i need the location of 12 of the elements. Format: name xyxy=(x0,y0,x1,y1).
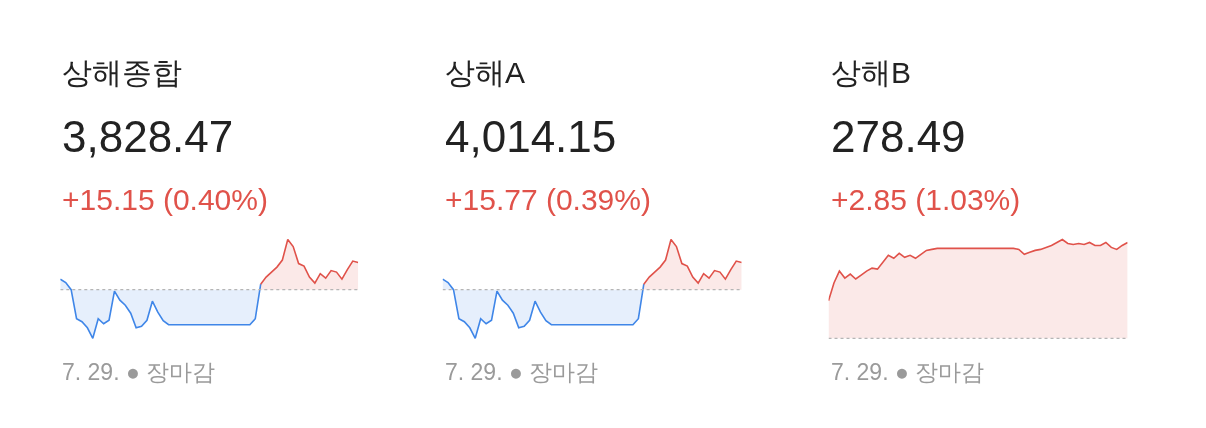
chart-title: 상해종합 xyxy=(62,56,182,89)
text: 7. 29. ● 장마감 xyxy=(445,359,599,385)
text: +15.77 (0.39%) xyxy=(445,183,651,216)
text: +15.15 (0.40%) xyxy=(62,183,268,216)
chart-subtitle: 3,828.47 xyxy=(62,112,234,161)
chart-subtitle: 4,014.15 xyxy=(445,112,617,161)
text: +2.85 (1.03%) xyxy=(831,183,1021,216)
chart-title: 상해A xyxy=(445,56,526,89)
chart-title: 상해B xyxy=(831,56,912,89)
chart-subtitle: 278.49 xyxy=(831,112,966,161)
text: 7. 29. ● 장마감 xyxy=(831,359,985,385)
text: 7. 29. ● 장마감 xyxy=(62,359,216,385)
